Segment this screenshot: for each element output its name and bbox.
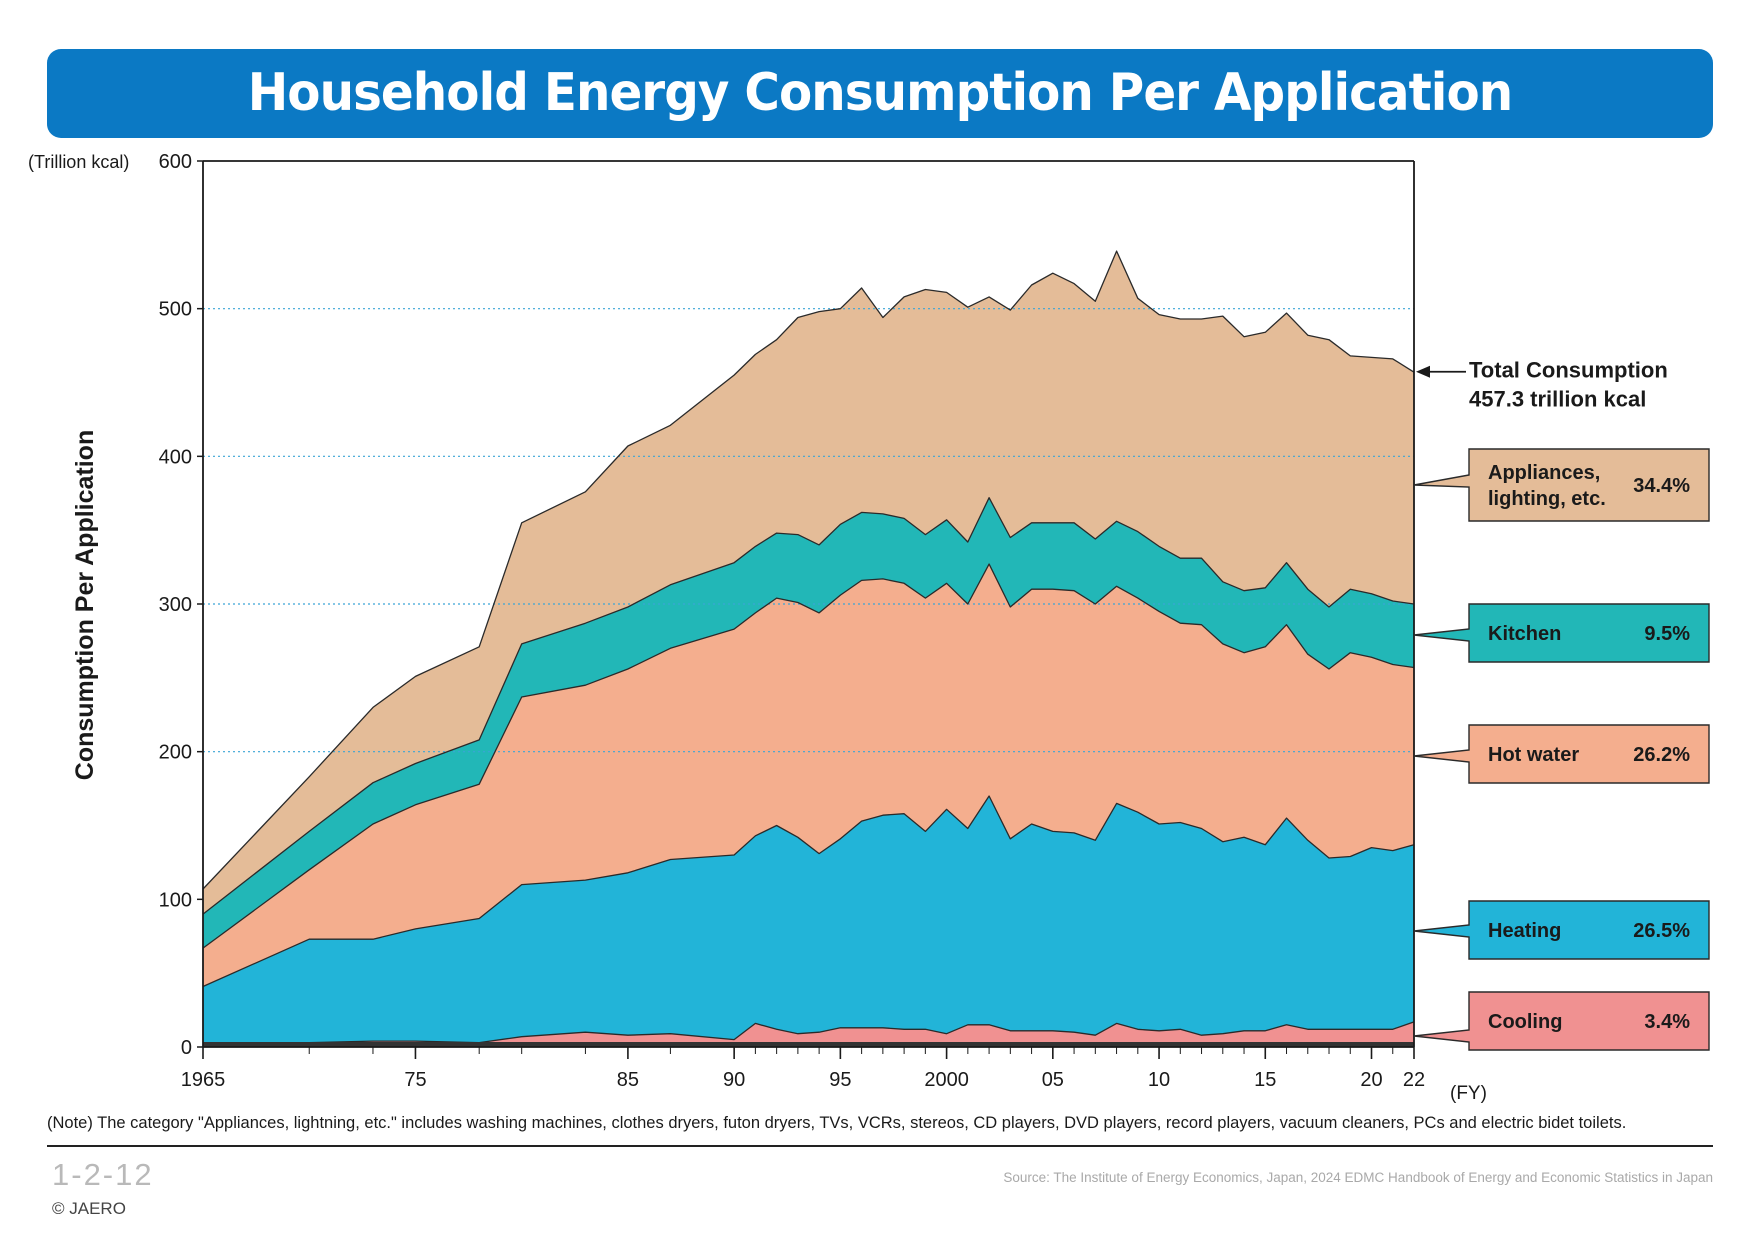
legend-label: Kitchen [1488,623,1561,645]
legend-box [1413,724,1710,784]
x-tick-label: 20 [1360,1069,1382,1091]
outline-kitchen [202,497,1415,915]
y-tick-label: 100 [159,889,192,911]
x-tick-label: 2000 [924,1069,969,1091]
x-unit-label: (FY) [1450,1083,1487,1104]
x-tick-label: 1965 [181,1069,226,1091]
outline-heating [202,795,1415,988]
footnote: (Note) The category "Appliances, lightni… [47,1114,1627,1132]
area-heating [203,796,1414,1044]
title-banner: Household Energy Consumption Per Applica… [47,49,1713,138]
area-kitchen [203,497,1414,949]
x-tick-label: 90 [723,1069,745,1091]
total-arrow-head [1416,365,1430,378]
legend-cooling: Cooling 3.4% [1413,991,1710,1051]
legend-kitchen: Kitchen 9.5% [1413,603,1710,663]
legend-share: 34.4% [1633,475,1690,497]
figure-number: 1-2-12 [52,1157,154,1192]
chart-title: Household Energy Consumption Per Applica… [247,63,1513,123]
area-cooling [203,1021,1414,1047]
legend-box [1413,991,1710,1051]
legend-heating: Heating 26.5% [1413,900,1710,960]
source-credit: Source: The Institute of Energy Economic… [1003,1170,1713,1185]
legend-label: Heating [1488,920,1561,942]
legend-box [1413,900,1710,960]
x-tick-label: 95 [829,1069,851,1091]
legend-box [1413,603,1710,663]
y-tick-label: 500 [159,299,192,321]
outline-hot-water [202,563,1415,949]
legend-label: Cooling [1488,1011,1562,1033]
x-tick-label: 22 [1403,1069,1425,1091]
legend-hot-water: Hot water 26.2% [1413,724,1710,784]
y-tick-label: 300 [159,594,192,616]
x-axis-ticks: 1965 75 85 90 95 2000 05 10 15 20 22 [181,1047,1425,1091]
area-layers [203,251,1414,1047]
total-value: 457.3 trillion kcal [1469,387,1646,412]
x-tick-label: 15 [1254,1069,1276,1091]
outline-appliances-lighting-etc [202,250,1415,890]
y-axis-ticks: 0 100 200 300 400 500 600 [159,151,203,1059]
gridlines [203,308,1414,753]
x-tick-label: 05 [1042,1069,1064,1091]
area-appliances-lighting-etc [203,251,1414,915]
baseline-band [203,1042,1414,1047]
legend-callouts: Appliances, lighting, etc. 34.4% Kitchen 9.5… [1413,448,1710,1051]
area-hot-water [203,564,1414,987]
total-label: Total Consumption [1469,358,1668,383]
legend-label: Appliances, [1488,462,1600,484]
y-unit-label: (Trillion kcal) [28,152,129,172]
y-tick-label: 400 [159,446,192,468]
x-tick-label: 85 [617,1069,639,1091]
legend-appliances-lighting-etc: Appliances, lighting, etc. 34.4% [1413,448,1710,522]
legend-share: 3.4% [1644,1011,1690,1033]
x-tick-label: 10 [1148,1069,1170,1091]
legend-share: 9.5% [1644,623,1690,645]
x-tick-label: 75 [404,1069,426,1091]
legend-label: Hot water [1488,744,1579,766]
outline-cooling [202,1021,1415,1045]
total-annotation: Total Consumption 457.3 trillion kcal [1416,358,1668,412]
y-tick-label: 0 [181,1037,192,1059]
y-tick-label: 200 [159,742,192,764]
legend-share: 26.5% [1633,920,1690,942]
legend-box [1413,448,1710,522]
y-tick-label: 600 [159,151,192,173]
y-axis-title: Consumption Per Application [71,430,99,780]
copyright: © JAERO [52,1199,126,1218]
divider [47,1145,1713,1147]
area-outlines [202,250,1415,1047]
legend-share: 26.2% [1633,744,1690,766]
legend-label: lighting, etc. [1488,488,1606,510]
